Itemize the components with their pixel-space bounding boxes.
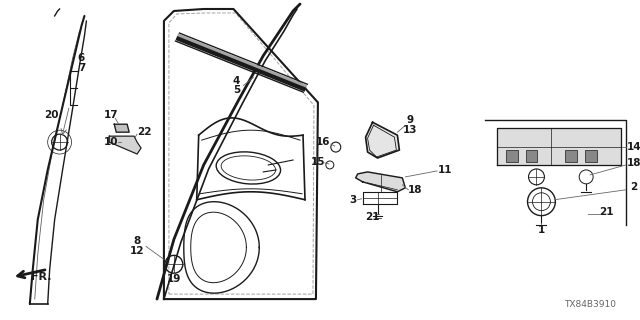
Text: 17: 17 xyxy=(104,110,118,120)
Text: 10: 10 xyxy=(104,137,118,147)
Text: 5: 5 xyxy=(233,85,240,95)
Text: 9: 9 xyxy=(407,115,414,125)
Text: 6: 6 xyxy=(78,53,85,63)
Polygon shape xyxy=(365,122,399,158)
Bar xyxy=(506,150,518,162)
Text: 21: 21 xyxy=(365,212,380,222)
Polygon shape xyxy=(356,172,405,192)
Text: 14: 14 xyxy=(627,142,640,152)
Text: 16: 16 xyxy=(316,137,330,147)
Bar xyxy=(565,150,577,162)
Text: 20: 20 xyxy=(44,110,59,120)
Text: 1: 1 xyxy=(538,225,545,235)
Text: 13: 13 xyxy=(403,125,417,135)
Text: 3: 3 xyxy=(349,195,356,205)
Text: 12: 12 xyxy=(130,246,145,256)
Text: 22: 22 xyxy=(137,127,151,137)
Text: FR.: FR. xyxy=(31,272,52,282)
Bar xyxy=(585,150,597,162)
Text: 15: 15 xyxy=(310,157,325,167)
Text: 11: 11 xyxy=(438,165,452,175)
Text: 19: 19 xyxy=(166,274,181,284)
Bar xyxy=(525,150,538,162)
Polygon shape xyxy=(497,128,621,165)
Text: 2: 2 xyxy=(630,182,637,192)
Polygon shape xyxy=(109,136,141,154)
Polygon shape xyxy=(115,124,129,132)
Text: 8: 8 xyxy=(134,236,141,246)
Text: 4: 4 xyxy=(233,76,240,85)
Text: TX84B3910: TX84B3910 xyxy=(564,300,616,309)
Text: 21: 21 xyxy=(599,207,613,217)
Text: 18: 18 xyxy=(627,158,640,168)
Text: 18: 18 xyxy=(408,185,422,195)
Text: 7: 7 xyxy=(78,63,85,73)
